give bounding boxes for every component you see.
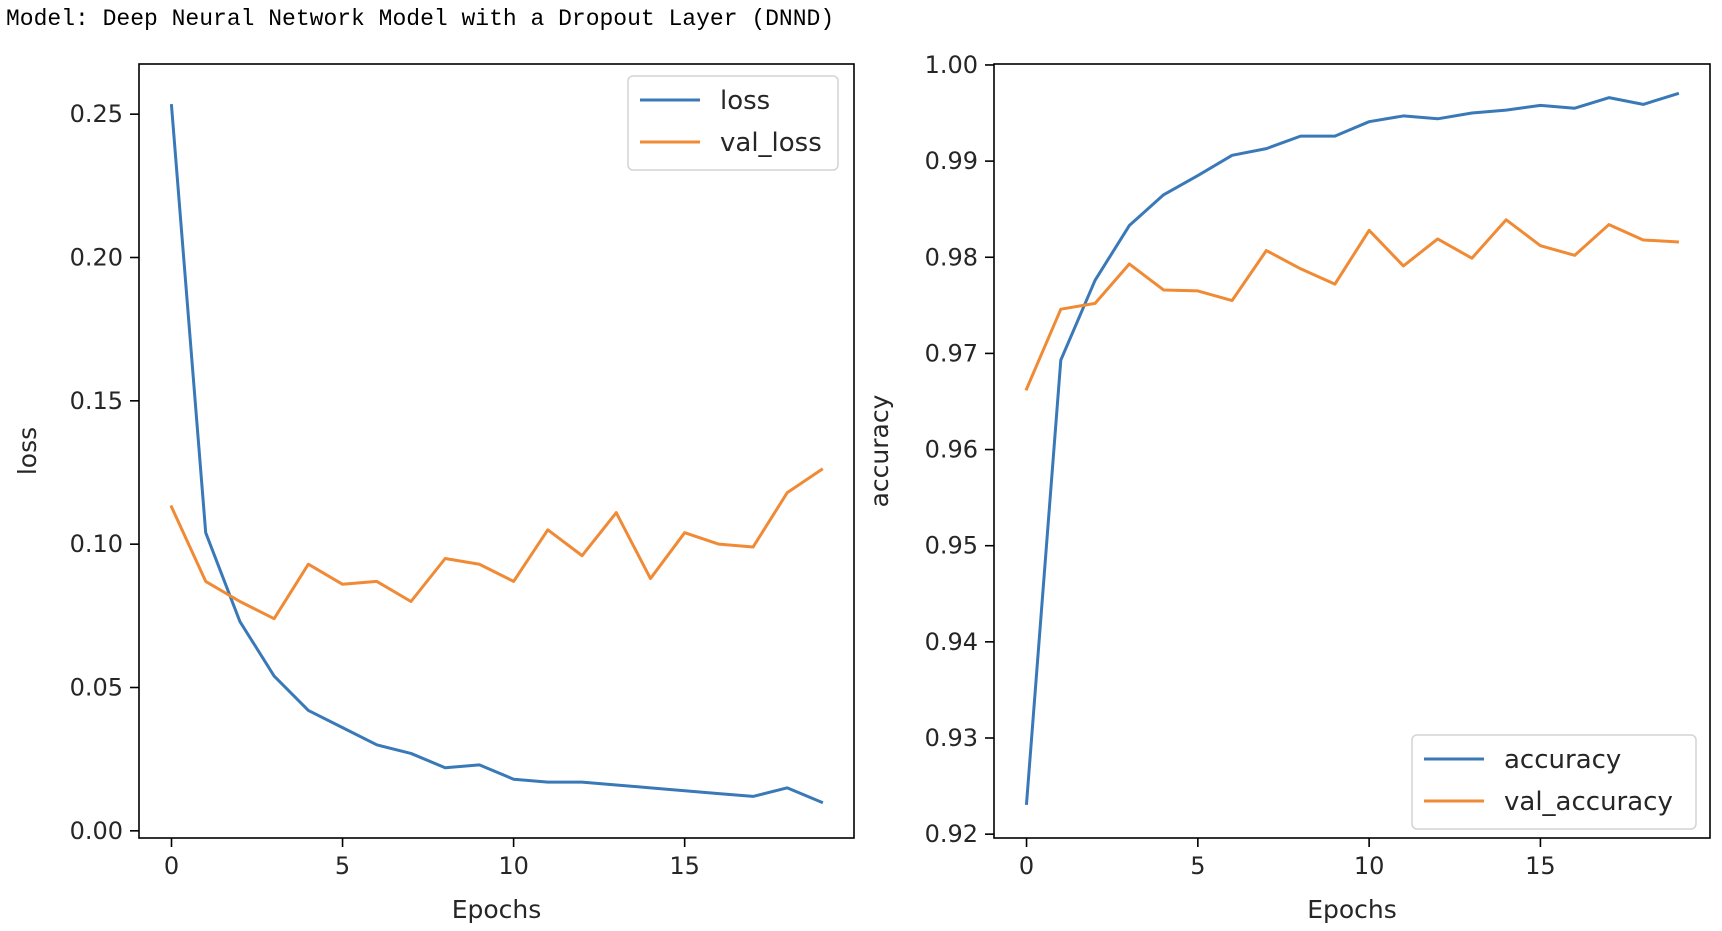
y-tick-label: 0.96 [925,436,978,464]
y-tick-label: 0.93 [925,724,978,752]
series-line-loss [169,103,824,805]
x-axis-label: Epochs [1307,895,1397,924]
series-line-val_accuracy [1024,218,1680,391]
x-tick-label: 10 [1354,852,1385,880]
y-tick-label: 0.95 [925,532,978,560]
x-tick-label: 15 [669,852,700,880]
x-tick-label: 10 [498,852,529,880]
accuracy-chart: 0 5 10 15 0.92 0.93 0.94 0.95 0.96 0.97 0.98 0.99 1.… [865,51,1711,924]
axes-frame [138,63,855,839]
y-tick-label: 0.25 [70,100,123,128]
legend-label-val_loss: val_loss [720,128,822,158]
y-tick-label: 0.20 [70,244,123,272]
y-axis-label: accuracy [865,394,894,507]
page-title: Model: Deep Neural Network Model with a … [6,6,835,32]
y-tick-label: 0.99 [925,147,978,175]
legend-label-accuracy: accuracy [1504,745,1621,775]
legend: accuracy val_accuracy [1411,734,1697,830]
y-tick-label: 0.15 [70,387,123,415]
y-tick-label: 1.00 [925,51,978,79]
series-line-accuracy [1024,91,1680,806]
y-tick-label: 0.94 [925,628,978,656]
y-axis-label: loss [13,427,42,475]
x-tick-label: 5 [1190,852,1205,880]
loss-chart: 0 5 10 15 0.00 0.05 0.10 0.15 0.20 0.25 Epochs loss… [13,63,855,924]
x-tick-label: 15 [1525,852,1556,880]
legend: loss val_loss [627,75,839,171]
series-line-val_loss [169,467,824,621]
y-tick-label: 0.00 [70,817,123,845]
y-tick-label: 0.97 [925,339,978,367]
legend-label-val_accuracy: val_accuracy [1504,787,1673,817]
x-tick-label: 0 [1019,852,1034,880]
y-tick-label: 0.10 [70,530,123,558]
x-tick-label: 0 [164,852,179,880]
y-tick-label: 0.92 [925,820,978,848]
y-tick-label: 0.05 [70,674,123,702]
x-tick-label: 5 [335,852,350,880]
axes-frame [993,63,1711,839]
x-axis-label: Epochs [452,895,542,924]
legend-label-loss: loss [720,86,770,116]
y-tick-label: 0.98 [925,243,978,271]
